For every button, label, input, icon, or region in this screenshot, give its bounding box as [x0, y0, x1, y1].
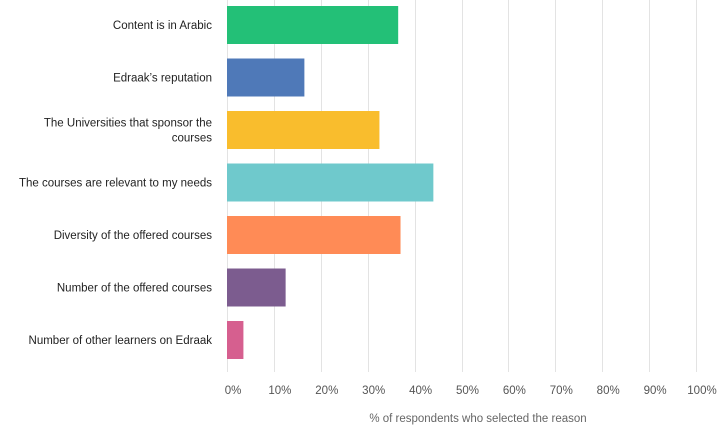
bar-6 — [227, 268, 286, 307]
x-tick-label-4: 40% — [409, 385, 432, 397]
x-tick-label-5: 50% — [456, 385, 479, 397]
category-label-7: Number of other learners on Edraak — [29, 335, 213, 347]
x-tick-label-6: 60% — [503, 385, 526, 397]
x-tick-label-0: 0% — [225, 385, 242, 397]
x-tick-label-3: 30% — [362, 385, 385, 397]
category-label-4: The courses are relevant to my needs — [19, 178, 212, 190]
x-tick-label-7: 70% — [550, 385, 573, 397]
x-tick-label-1: 10% — [268, 385, 291, 397]
category-label-2: Edraak’s reputation — [113, 73, 212, 85]
x-axis-title: % of respondents who selected the reason — [369, 413, 586, 425]
x-tick-label-2: 20% — [315, 385, 338, 397]
x-tick-label-8: 80% — [597, 385, 620, 397]
bar-2 — [227, 58, 305, 97]
x-tick-labels: 0% 10% 20% 30% 40% 50% 60% 70% 80% 90% 100% — [225, 385, 717, 397]
category-label-5: Diversity of the offered courses — [54, 230, 213, 242]
category-label-3: The Universities that sponsor the courses — [44, 118, 212, 145]
category-labels: Content is in Arabic Edraak’s reputation T… — [19, 20, 212, 347]
category-label-1: Content is in Arabic — [113, 20, 212, 32]
category-label-6: Number of the offered courses — [57, 283, 212, 295]
bars — [227, 6, 434, 359]
bar-7 — [227, 321, 244, 359]
bar-5 — [227, 216, 401, 254]
x-tick-label-9: 90% — [644, 385, 667, 397]
bar-3 — [227, 111, 380, 149]
bar-4 — [227, 163, 434, 202]
x-tick-label-10: 100% — [687, 385, 716, 397]
bar-1 — [227, 6, 399, 44]
